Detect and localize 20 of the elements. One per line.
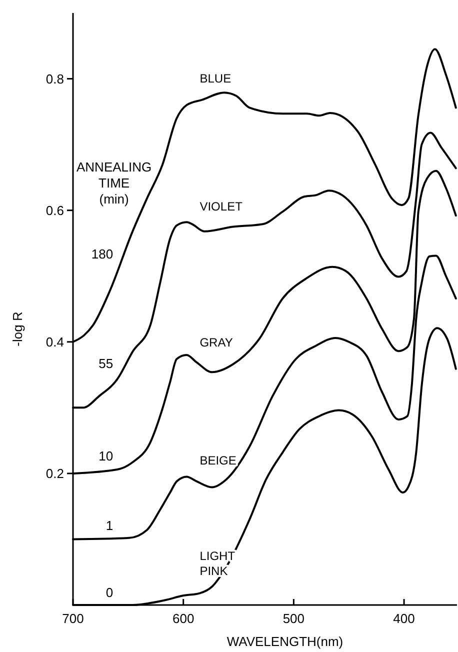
x-tick-label: 400: [393, 611, 415, 626]
y-tick-label: 0.2: [46, 466, 64, 481]
series-label: 55: [98, 356, 114, 371]
x-tick-label: 500: [282, 611, 305, 626]
x-tick-label: 700: [62, 611, 84, 626]
annotation: BLUE: [200, 72, 232, 86]
annotation: VIOLET: [200, 200, 244, 214]
series-label: 10: [98, 448, 114, 464]
y-axis-title: -log R: [10, 312, 25, 346]
annotation: BEIGE: [200, 454, 236, 468]
x-tick-label: 600: [172, 611, 194, 626]
y-tick-label: 0.6: [46, 202, 64, 218]
x-axis-title: WAVELENGTH(nm): [226, 634, 344, 649]
series-label: 0: [106, 585, 114, 600]
y-tick-label: 0.8: [46, 71, 64, 86]
series-label: 1: [106, 518, 114, 534]
series-label: 180: [91, 246, 114, 262]
y-tick-label: 0.4: [46, 334, 64, 350]
annotation: GRAY: [200, 335, 233, 350]
legend-title: ANNEALING TIME (min): [76, 160, 152, 207]
